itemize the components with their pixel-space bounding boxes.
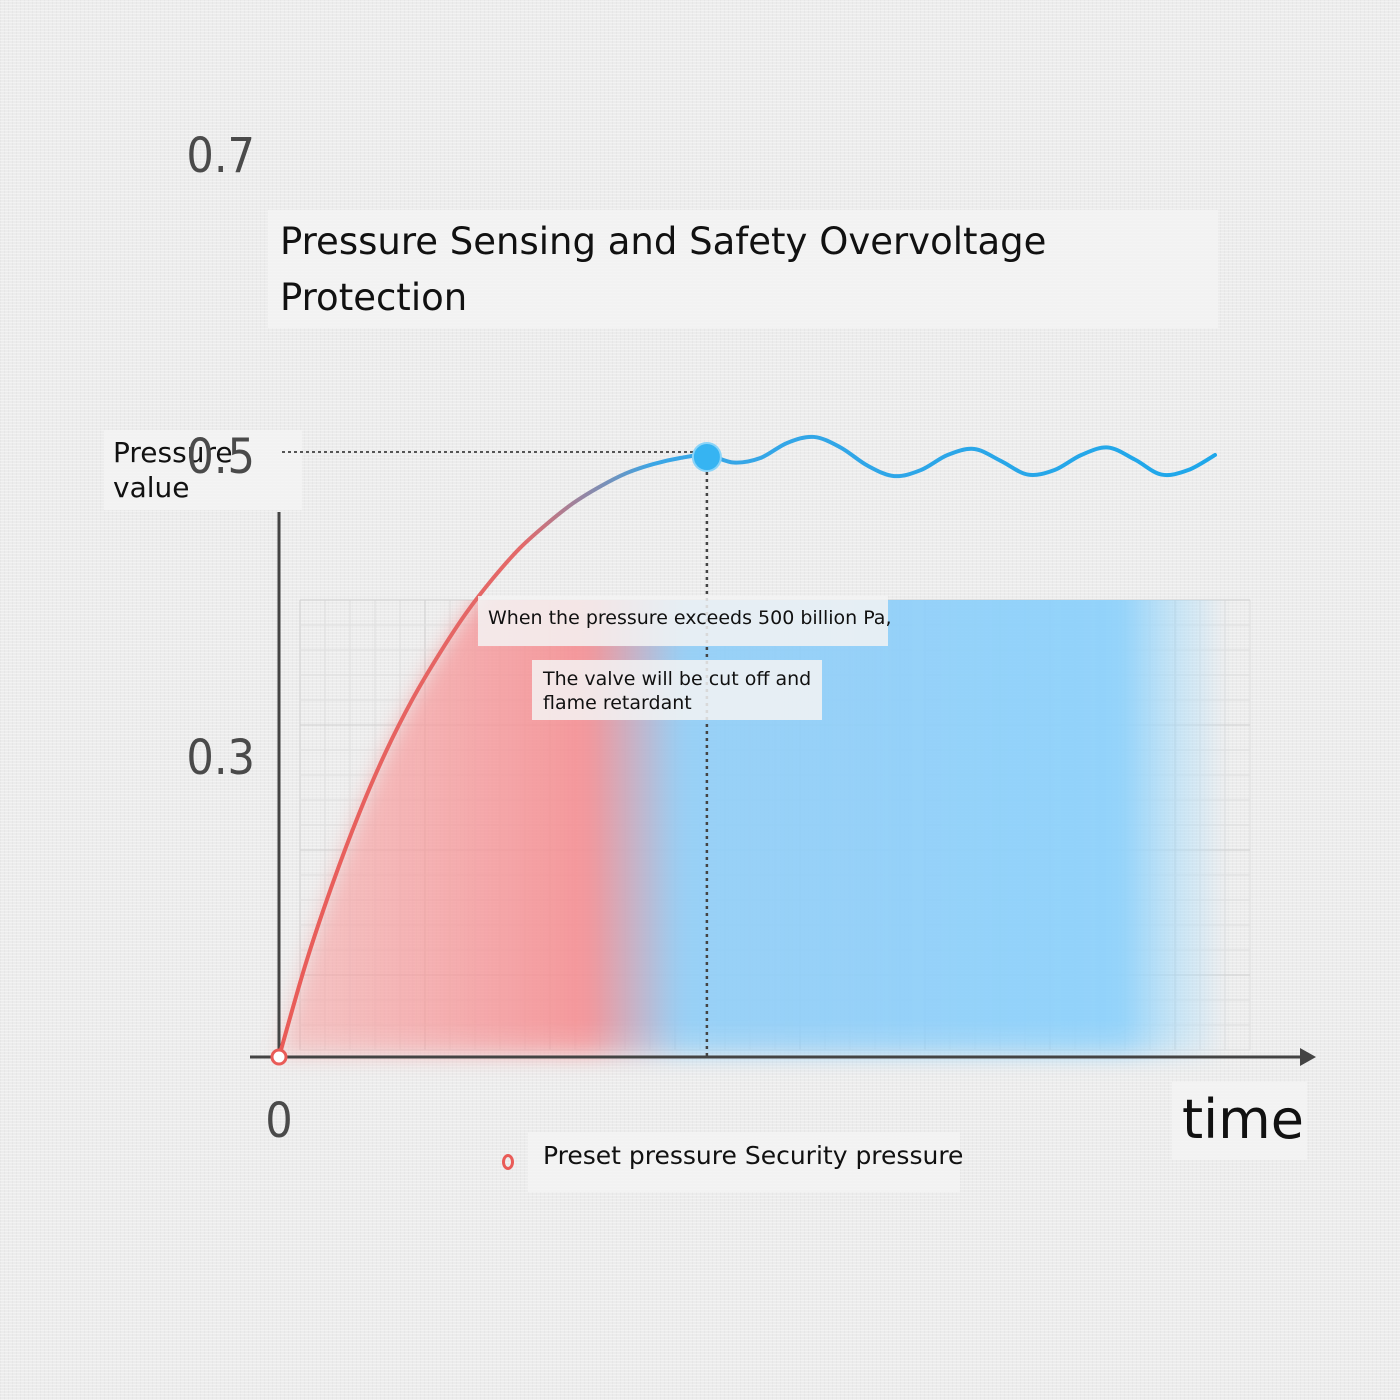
y-tick-labels: 0.7 0.5 0.3 [186, 128, 255, 786]
area-fill [279, 436, 1215, 1057]
y-axis-label-backdrop [104, 430, 302, 510]
annotation-1-backdrop [478, 596, 888, 646]
chart-title: Pressure Sensing and Safety Overvoltage … [280, 220, 1047, 319]
x-tick-label: 0 [265, 1093, 292, 1149]
title-backdrop [268, 210, 1218, 328]
x-axis-label-backdrop [1172, 1082, 1307, 1160]
y-axis-label: Pressure value [113, 436, 233, 504]
annotation-1: When the pressure exceeds 500 billion Pa… [488, 607, 892, 629]
cutoff-point [691, 442, 722, 472]
annotation-2: The valve will be cut off and flame reta… [543, 668, 812, 714]
series-line [277, 434, 1217, 1059]
x-axis-label: time [1182, 1088, 1305, 1151]
y-tick-label: 0.7 [186, 128, 255, 184]
legend-backdrop [528, 1132, 960, 1192]
origin-point [270, 1048, 288, 1066]
legend-label: Preset pressure Security pressure [543, 1141, 964, 1170]
x-axis-arrow [1300, 1048, 1316, 1066]
x-tick-labels: 0 [265, 1093, 292, 1149]
y-tick-label: 0.5 [186, 429, 255, 485]
annotation-2-backdrop [532, 660, 822, 720]
y-tick-label: 0.3 [186, 730, 255, 786]
legend-marker-icon [502, 1154, 514, 1170]
